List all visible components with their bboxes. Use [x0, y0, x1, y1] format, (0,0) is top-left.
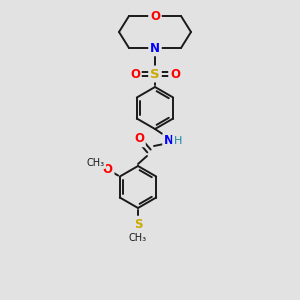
- Text: S: S: [134, 218, 142, 230]
- Text: S: S: [150, 68, 160, 80]
- Text: N: N: [150, 41, 160, 55]
- Text: O: O: [103, 163, 113, 176]
- Text: O: O: [130, 68, 140, 80]
- Text: O: O: [134, 133, 144, 146]
- Text: N: N: [164, 134, 174, 148]
- Text: O: O: [170, 68, 180, 80]
- Text: H: H: [174, 136, 182, 146]
- Text: CH₃: CH₃: [129, 233, 147, 243]
- Text: O: O: [150, 10, 160, 22]
- Text: CH₃: CH₃: [86, 158, 105, 167]
